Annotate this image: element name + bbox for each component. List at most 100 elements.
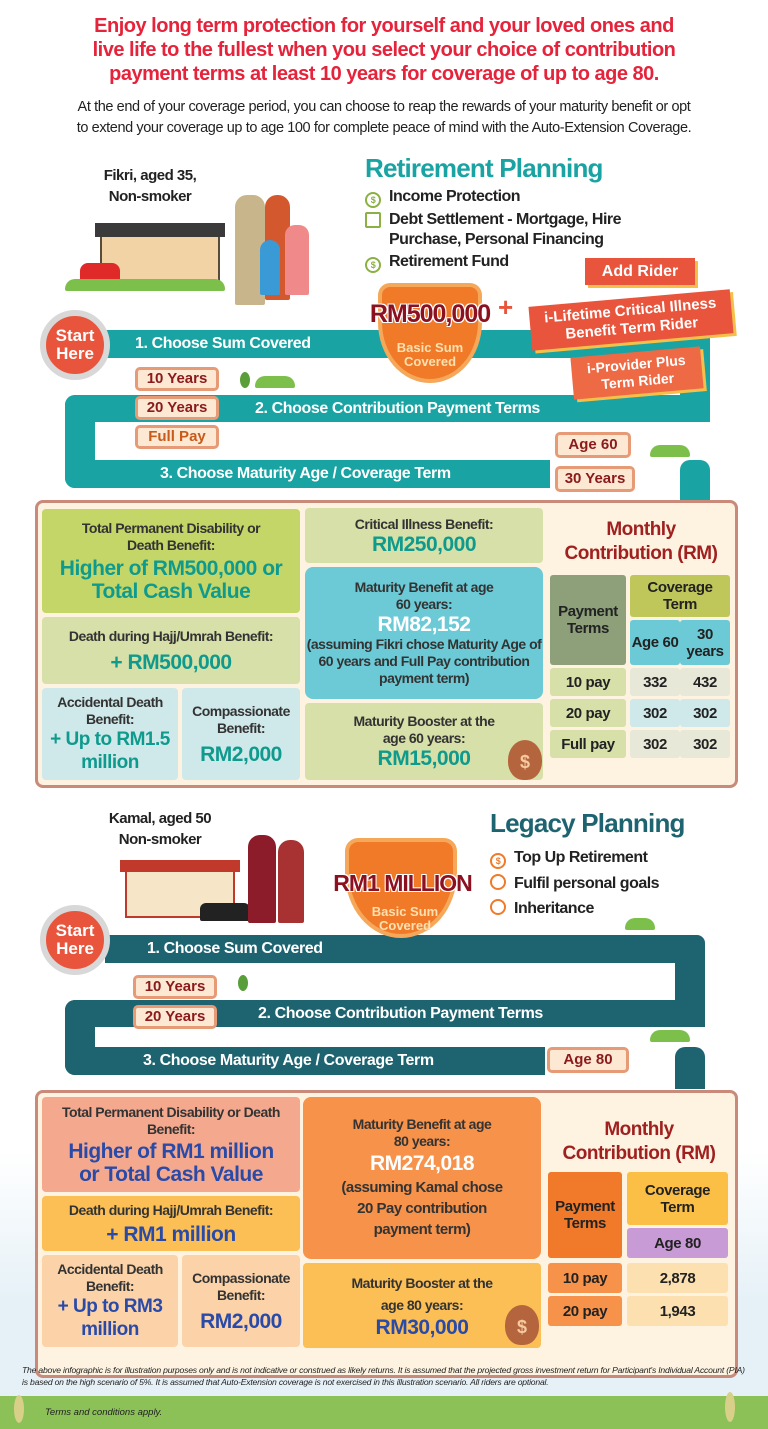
coverage-30-years-header: 30 years [680,620,730,665]
basic-sum-covered-label: Basic Sum Covered [396,340,464,369]
benefit-value: + Up to RM3 million [57,1296,163,1340]
start-label: Start Here [55,326,95,363]
persona-line: Non-smoker [118,831,202,848]
goal-label: Top Up Retirement [514,849,648,866]
payment-term-cell: Full pay [550,730,626,758]
term-option-20-years[interactable]: 20 Years [135,396,219,420]
document-icon [365,212,381,228]
benefit-value: + RM500,000 [110,650,232,674]
step-label: 2. Choose Contribution Payment Terms [255,399,540,417]
contribution-value-cell: 302 [630,699,680,727]
coverage-age-80-header: Age 80 [627,1228,728,1258]
step-3-bar: 3. Choose Maturity Age / Coverage Term [65,1047,545,1075]
money-bag-icon: $ [505,1305,539,1345]
daughter-figure [285,225,309,295]
goal-item: $ Top Up Retirement [490,848,740,869]
grandfather-figure [248,835,276,923]
term-option-full-pay[interactable]: Full Pay [135,425,219,449]
basic-sum-covered-value: RM1 MILLION [333,870,473,896]
payment-terms-header: Payment Terms [548,1172,622,1258]
contribution-value-cell: 1,943 [627,1296,728,1326]
step-label: 3. Choose Maturity Age / Coverage Term [143,1052,434,1069]
goal-label: Income Protection [389,188,521,205]
contribution-value-cell: 302 [630,730,680,758]
step-label: 3. Choose Maturity Age / Coverage Term [160,465,451,482]
coverage-term-header: Coverage Term [630,575,730,617]
start-here-badge: Start Here [40,905,110,975]
basic-sum-covered-label: Basic Sum Covered [371,904,439,933]
shield-dollar-icon: $ [365,192,381,208]
benefit-label: Death during Hajj/Umrah Benefit: [68,1201,274,1218]
persona-kamal: Kamal, aged 50 Non-smoker [95,808,225,850]
tree-icon [725,1392,735,1422]
money-bag-icon: $ [365,257,381,273]
benefit-value: RM82,152 [377,613,471,636]
benefit-label: Maturity Booster at the age 80 years: [351,1275,493,1313]
tree-icon [14,1395,24,1423]
headline-line: live life to the fullest when you select… [92,39,676,61]
payment-term-cell: 20 pay [548,1296,622,1326]
payment-term-cell: 20 pay [550,699,626,727]
goal-label: Retirement Fund [389,253,509,270]
persona-line: Kamal, aged 50 [108,810,212,827]
accidental-death-card: Accidental Death Benefit: + Up to RM3 mi… [42,1255,178,1347]
monthly-contribution-title: Monthly Contribution (RM) [564,519,718,564]
benefit-value: RM2,000 [200,742,282,766]
term-option-10-years[interactable]: 10 Years [135,367,219,391]
goal-item: Fulfil personal goals [490,874,740,894]
bush [650,445,690,457]
benefit-value: RM2,000 [200,1309,282,1333]
benefit-value: Higher of RM500,000 or Total Cash Value [59,556,283,603]
tree-icon [240,372,250,388]
subheadline: At the end of your coverage period, you … [20,97,748,139]
bush [255,376,295,388]
maturity-option-30-years[interactable]: 30 Years [555,466,635,492]
monthly-contribution-title: Monthly Contribution (RM) [562,1119,716,1164]
maturity-benefit-card: Maturity Benefit at age 60 years: RM82,1… [305,567,543,699]
benefit-label: Critical Illness Benefit: [354,515,494,532]
goal-label: Fulfil personal goals [514,875,660,892]
house-roof [120,860,240,872]
subheadline-line: At the end of your coverage period, you … [77,99,691,115]
goal-label: Inheritance [514,900,594,917]
step-label: 1. Choose Sum Covered [147,940,323,957]
couple-house-illustration [120,835,330,930]
tpd-benefit-card: Total Permanent Disability or Death Bene… [42,509,300,613]
path-gap [96,1027,675,1047]
contribution-value-cell: 302 [680,699,730,727]
persona-fikri: Fikri, aged 35, Non-smoker [80,165,220,207]
term-option-20-years[interactable]: 20 Years [133,1005,217,1029]
maturity-option-age-80[interactable]: Age 80 [547,1047,629,1073]
contribution-value-cell: 432 [680,668,730,696]
goal-item: Debt Settlement - Mortgage, Hire Purchas… [365,210,665,250]
disclaimer-text: The above infographic is for illustratio… [22,1365,745,1387]
benefit-label: Maturity Booster at the age 60 years: [353,713,495,746]
car-icon [200,903,250,921]
accidental-death-card: Accidental Death Benefit: + Up to RM1.5 … [42,688,178,780]
contribution-value-cell: 332 [630,668,680,696]
benefit-value: + RM1 million [106,1222,236,1246]
benefit-label: Total Permanent Disability or Death Bene… [81,519,261,553]
benefit-label: Maturity Benefit at age 80 years: [352,1116,492,1149]
add-rider-label: Add Rider [585,258,695,285]
goal-item: $ Income Protection [365,187,665,208]
benefit-label: Total Permanent Disability or Death Bene… [62,1103,280,1137]
payment-term-cell: 10 pay [550,668,626,696]
bush [65,279,225,291]
step-label: 2. Choose Contribution Payment Terms [258,1004,543,1022]
goal-item: Inheritance [490,899,740,919]
tree-icon [238,975,248,991]
payment-term-cell: 10 pay [548,1263,622,1293]
term-option-10-years[interactable]: 10 Years [133,975,217,999]
coins-icon: $ [490,853,506,869]
benefit-value: RM250,000 [371,532,477,556]
contribution-value-cell: 2,878 [627,1263,728,1293]
family-house-illustration [60,195,330,310]
benefit-label: Death during Hajj/Umrah Benefit: [68,627,274,644]
grass-footer [0,1396,768,1429]
benefit-value: RM274,018 [369,1152,475,1175]
subheadline-line: to extend your coverage up to age 100 fo… [76,120,692,136]
goals-list: $ Income Protection Debt Settlement - Mor… [365,187,665,273]
maturity-option-age-60[interactable]: Age 60 [555,432,631,458]
payment-terms-header: Payment Terms [550,575,626,665]
